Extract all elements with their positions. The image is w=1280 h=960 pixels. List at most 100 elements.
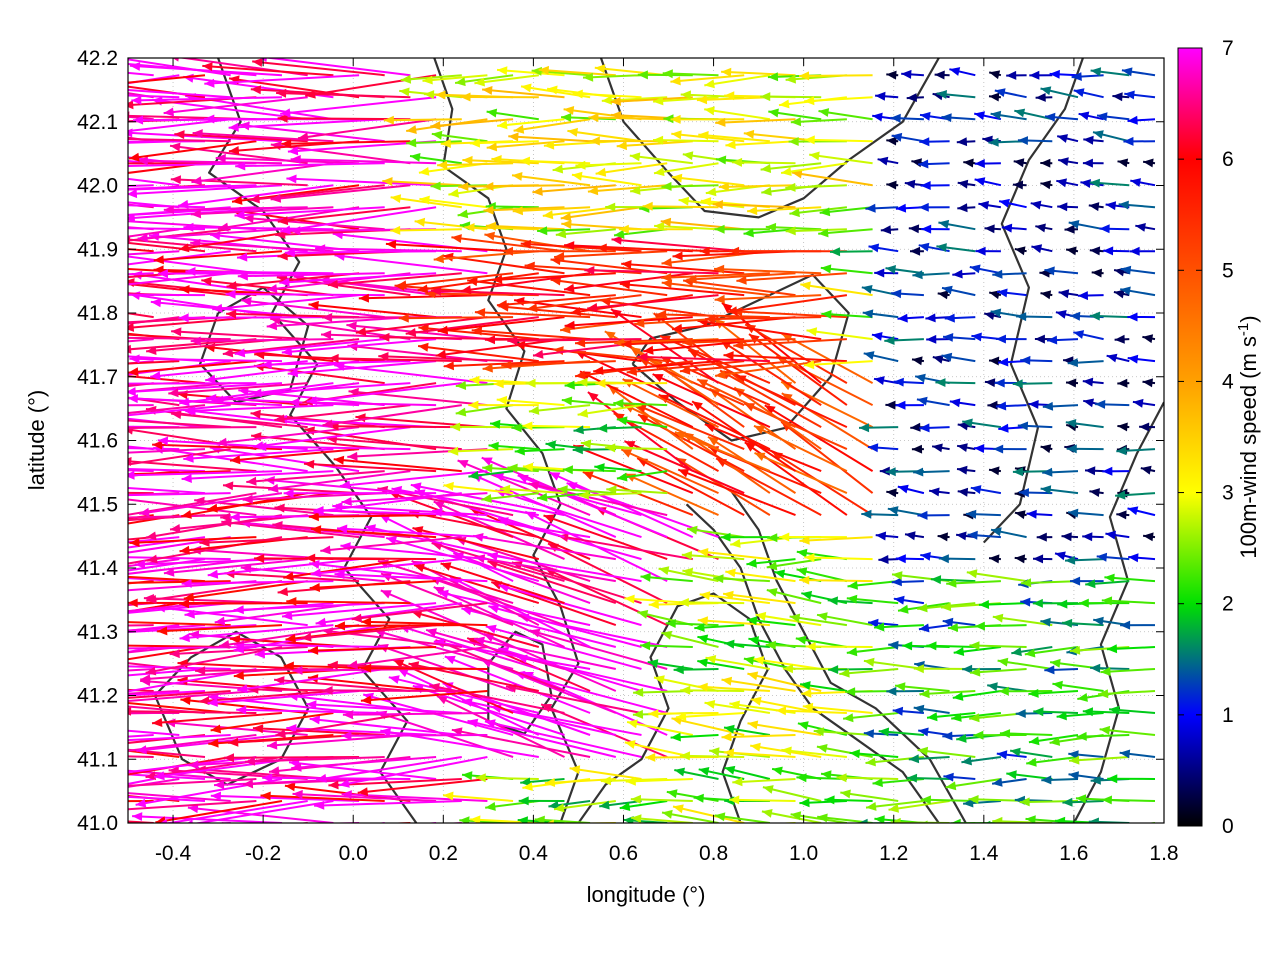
wind-arrow-head — [135, 798, 147, 808]
wind-arrow-head — [40, 330, 51, 339]
wind-arrow-shaft — [614, 338, 719, 345]
wind-arrow-shaft — [754, 451, 848, 495]
wind-arrow-head — [128, 598, 138, 608]
wind-arrow-head — [984, 311, 995, 320]
wind-arrow-head — [306, 700, 317, 710]
wind-arrow-head — [497, 120, 508, 130]
wind-arrow-head — [918, 727, 929, 737]
wind-arrow-head — [978, 200, 989, 210]
wind-arrow-head — [406, 138, 417, 148]
wind-arrow-head — [457, 209, 469, 219]
wind-arrow-head — [21, 162, 32, 171]
wind-arrow-shaft — [802, 705, 873, 714]
wind-arrow-head — [50, 290, 60, 299]
wind-arrow-shaft — [280, 96, 437, 115]
wind-arrow-head — [1018, 488, 1029, 498]
wind-arrow-head — [1109, 705, 1120, 715]
wind-arrow-shaft — [128, 646, 180, 654]
wind-arrow-head — [37, 494, 47, 503]
wind-arrow-head — [627, 719, 638, 729]
wind-arrow-shaft — [992, 615, 1053, 627]
wind-arrow-shaft — [190, 206, 334, 216]
wind-arrow-head — [966, 569, 978, 579]
wind-arrow-shaft — [128, 74, 206, 84]
y-tick-label: 41.6 — [77, 430, 118, 453]
wind-arrow-head — [989, 466, 1000, 476]
wind-arrow-shaft — [718, 184, 796, 188]
wind-arrow-shaft — [528, 482, 668, 517]
wind-arrow-head — [697, 634, 709, 644]
wind-arrow-head — [1077, 291, 1088, 301]
wind-arrow-shaft — [483, 206, 565, 212]
wind-arrow-shaft — [306, 703, 462, 714]
wind-arrow-head — [17, 750, 27, 759]
wind-arrow-shaft — [128, 141, 129, 143]
wind-arrow-head — [1058, 157, 1069, 166]
wind-arrow-head — [564, 380, 575, 390]
wind-arrow-head — [863, 351, 875, 360]
wind-arrow-head — [526, 303, 538, 313]
wind-arrow-head — [171, 410, 182, 420]
wind-arrow-head — [152, 440, 163, 450]
wind-arrow-head — [624, 740, 636, 749]
wind-arrow-head — [895, 682, 906, 692]
wind-arrow-head — [1069, 755, 1080, 765]
wind-arrow-head — [868, 243, 880, 253]
wind-arrow-shaft — [550, 278, 668, 297]
wind-arrow-head — [65, 414, 76, 423]
wind-arrow-head — [957, 421, 969, 431]
wind-arrow-shaft — [560, 206, 642, 220]
wind-arrow-head — [682, 567, 694, 577]
wind-arrow-head — [320, 545, 331, 555]
wind-arrow-head — [507, 336, 518, 346]
wind-arrow-head — [863, 729, 874, 739]
wind-arrow-shaft — [181, 470, 334, 480]
wind-arrow-head — [678, 598, 689, 607]
wind-arrow-head — [765, 640, 776, 650]
wind-arrow-head — [26, 547, 37, 556]
wind-arrow-head — [661, 257, 672, 267]
wind-arrow-head — [1042, 401, 1054, 411]
wind-arrow-head — [252, 58, 263, 67]
wind-arrow-shaft — [128, 382, 257, 385]
wind-arrow-head — [678, 469, 690, 478]
wind-arrow-head — [847, 580, 858, 590]
wind-arrow-shaft — [654, 224, 719, 231]
wind-arrow-shaft — [631, 816, 693, 823]
wind-arrow-shaft — [128, 177, 180, 187]
y-tick-label: 41.8 — [77, 302, 118, 325]
wind-arrow-shaft — [760, 95, 822, 99]
wind-arrow-head — [51, 407, 62, 416]
wind-arrow-shaft — [128, 448, 231, 466]
wind-arrow-head — [723, 351, 734, 361]
wind-arrow-shaft — [132, 815, 283, 823]
wind-arrow-shaft — [297, 118, 437, 140]
wind-arrow-shaft — [532, 184, 616, 194]
wind-arrow-head — [927, 712, 938, 722]
wind-arrow-head — [1120, 620, 1131, 630]
wind-arrow-head — [491, 155, 502, 164]
wind-arrow-head — [974, 159, 985, 168]
wind-arrow-head — [77, 82, 88, 91]
wind-arrow-head — [174, 130, 185, 140]
wind-arrow-shaft — [553, 800, 616, 811]
wind-arrow-head — [289, 398, 300, 407]
wind-arrow-head — [1069, 311, 1081, 321]
wind-arrow-head — [0, 383, 3, 392]
wind-arrow-shaft — [128, 469, 154, 473]
wind-arrow-shaft — [661, 272, 770, 279]
wind-arrow-shaft — [396, 272, 514, 287]
wind-arrow-head — [508, 132, 519, 142]
wind-arrow-head — [867, 443, 879, 453]
wind-arrow-head — [570, 307, 582, 316]
wind-arrow-head — [280, 225, 291, 235]
wind-arrow-head — [849, 749, 860, 759]
wind-arrow-head — [705, 655, 717, 664]
wind-arrow-shaft — [601, 96, 668, 102]
wind-arrow-head — [78, 415, 88, 424]
wind-arrow-head — [956, 531, 967, 541]
wind-arrow-head — [1019, 797, 1030, 807]
wind-arrow-shaft — [785, 184, 847, 189]
wind-arrow-head — [190, 209, 202, 219]
wind-arrow-head — [405, 328, 417, 337]
